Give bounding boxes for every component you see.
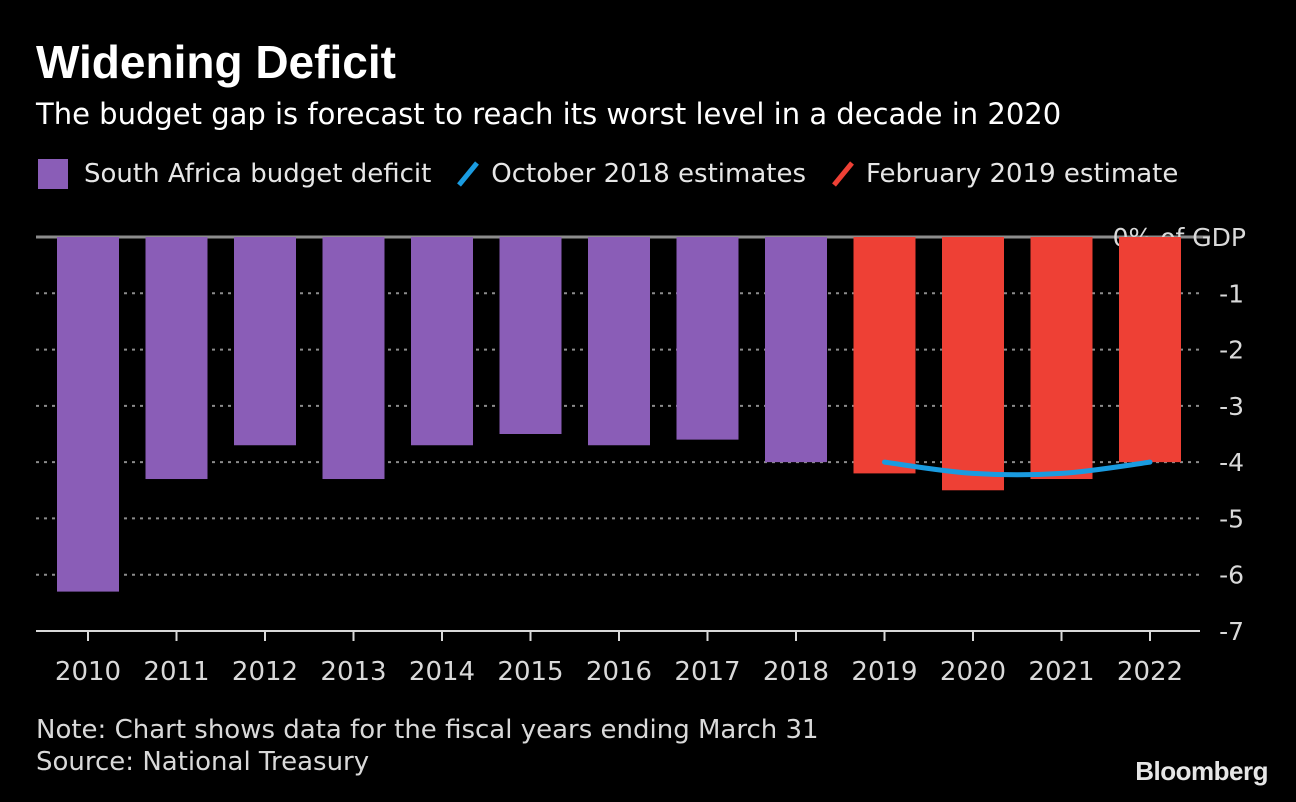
x-tick-label: 2022 — [1117, 657, 1183, 687]
x-tick-label: 2021 — [1028, 657, 1094, 687]
legend-swatch-october — [457, 161, 480, 187]
x-tick-label: 2010 — [55, 657, 121, 687]
x-tick-label: 2015 — [497, 657, 563, 687]
bar-2016 — [588, 237, 650, 446]
legend-swatch-february — [832, 161, 854, 187]
x-tick-label: 2019 — [851, 657, 917, 687]
bar-2010 — [57, 237, 119, 592]
x-tick-label: 2012 — [232, 657, 298, 687]
chart-source: Source: National Treasury — [36, 747, 370, 777]
x-tick-label: 2016 — [586, 657, 652, 687]
legend-item-deficit: South Africa budget deficit — [38, 159, 431, 189]
chart-subtitle: The budget gap is forecast to reach its … — [36, 97, 1062, 131]
y-tick-label: -7 — [1219, 617, 1244, 646]
y-tick-label: -4 — [1219, 448, 1244, 477]
chart-title: Widening Deficit — [36, 36, 396, 88]
chart-note: Note: Chart shows data for the fiscal ye… — [36, 715, 819, 745]
y-tick-label: -6 — [1219, 561, 1244, 590]
bar-2012 — [234, 237, 296, 446]
x-tick-label: 2017 — [674, 657, 740, 687]
y-tick-label: -1 — [1219, 279, 1244, 308]
bar-2014 — [411, 237, 473, 446]
y-tick-label: -5 — [1219, 504, 1244, 533]
x-tick-label: 2014 — [409, 657, 475, 687]
legend-item-february: February 2019 estimate — [828, 159, 1178, 189]
bar-2022 — [1119, 237, 1181, 463]
legend-label-october: October 2018 estimates — [491, 159, 806, 189]
x-tick-label: 2018 — [763, 657, 829, 687]
bar-2019 — [853, 237, 916, 474]
bar-2018 — [765, 237, 827, 463]
legend-swatch-deficit — [38, 159, 68, 189]
line-october-2018-estimates — [882, 459, 1153, 478]
y-tick-label: -2 — [1219, 336, 1244, 365]
bloomberg-logo: Bloomberg — [1135, 756, 1268, 786]
y-tick-label: -3 — [1219, 392, 1244, 421]
x-tick-label: 2011 — [143, 657, 209, 687]
legend-label-february: February 2019 estimate — [866, 159, 1179, 189]
bar-2011 — [145, 237, 208, 480]
legend-item-october: October 2018 estimates — [453, 159, 806, 189]
x-tick-label: 2013 — [320, 657, 386, 687]
legend: South Africa budget deficit October 2018… — [38, 154, 1200, 194]
legend-label-deficit: South Africa budget deficit — [84, 159, 432, 189]
x-tick-label: 2020 — [940, 657, 1006, 687]
bar-2021 — [1030, 237, 1093, 480]
bar-2015 — [499, 237, 562, 434]
bar-2013 — [322, 237, 385, 480]
bar-2020 — [942, 237, 1004, 491]
bar-2017 — [676, 237, 739, 440]
